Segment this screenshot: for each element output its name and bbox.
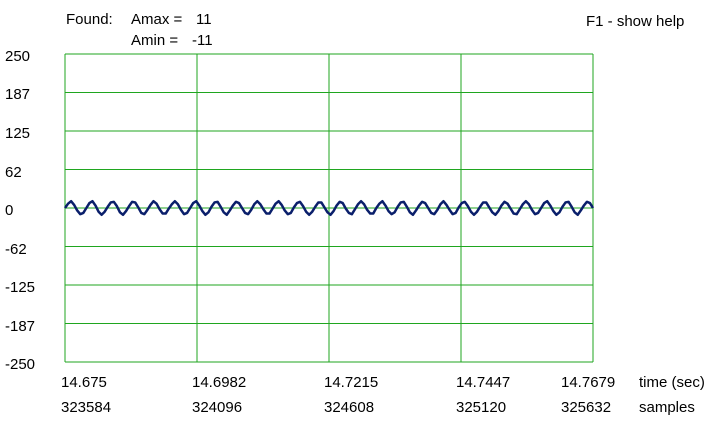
amax-label: Amax = [131,11,183,28]
x-tick-time-label: 14.675 [61,374,107,391]
found-label: Found: [66,11,113,28]
x-tick-sample-label: 325632 [561,399,612,416]
x-tick-sample-label: 325120 [456,399,507,416]
trace-group [63,199,595,217]
amin-value: -11 [192,32,213,49]
y-tick-label: -250 [5,356,36,373]
x-tick-time-label: 14.6982 [192,374,247,391]
y-tick-label: 0 [5,202,14,219]
x-tick-sample-label: 323584 [61,399,112,416]
plot-grid [64,53,594,363]
signal-trace-line [63,199,595,217]
x-axis-samples-title: samples [639,399,695,416]
y-tick-label: -125 [5,279,36,296]
y-tick-label: -187 [5,318,36,335]
x-tick-sample-label: 324096 [192,399,243,416]
y-tick-label: 62 [5,164,22,181]
x-tick-sample-label: 324608 [324,399,375,416]
x-axis-time-title: time (sec) [639,374,705,391]
x-tick-time-label: 14.7679 [561,374,616,391]
y-tick-label: 250 [5,48,31,65]
x-tick-time-label: 14.7215 [324,374,379,391]
x-tick-time-label: 14.7447 [456,374,511,391]
amin-label: Amin = [131,32,179,49]
amax-value: 11 [196,11,212,28]
y-tick-label: -62 [5,241,27,258]
help-hint: F1 - show help [586,13,685,30]
y-tick-label: 125 [5,125,31,142]
y-tick-label: 187 [5,86,31,103]
